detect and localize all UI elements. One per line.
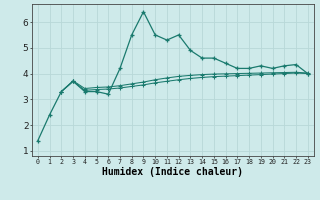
X-axis label: Humidex (Indice chaleur): Humidex (Indice chaleur) xyxy=(102,167,243,177)
